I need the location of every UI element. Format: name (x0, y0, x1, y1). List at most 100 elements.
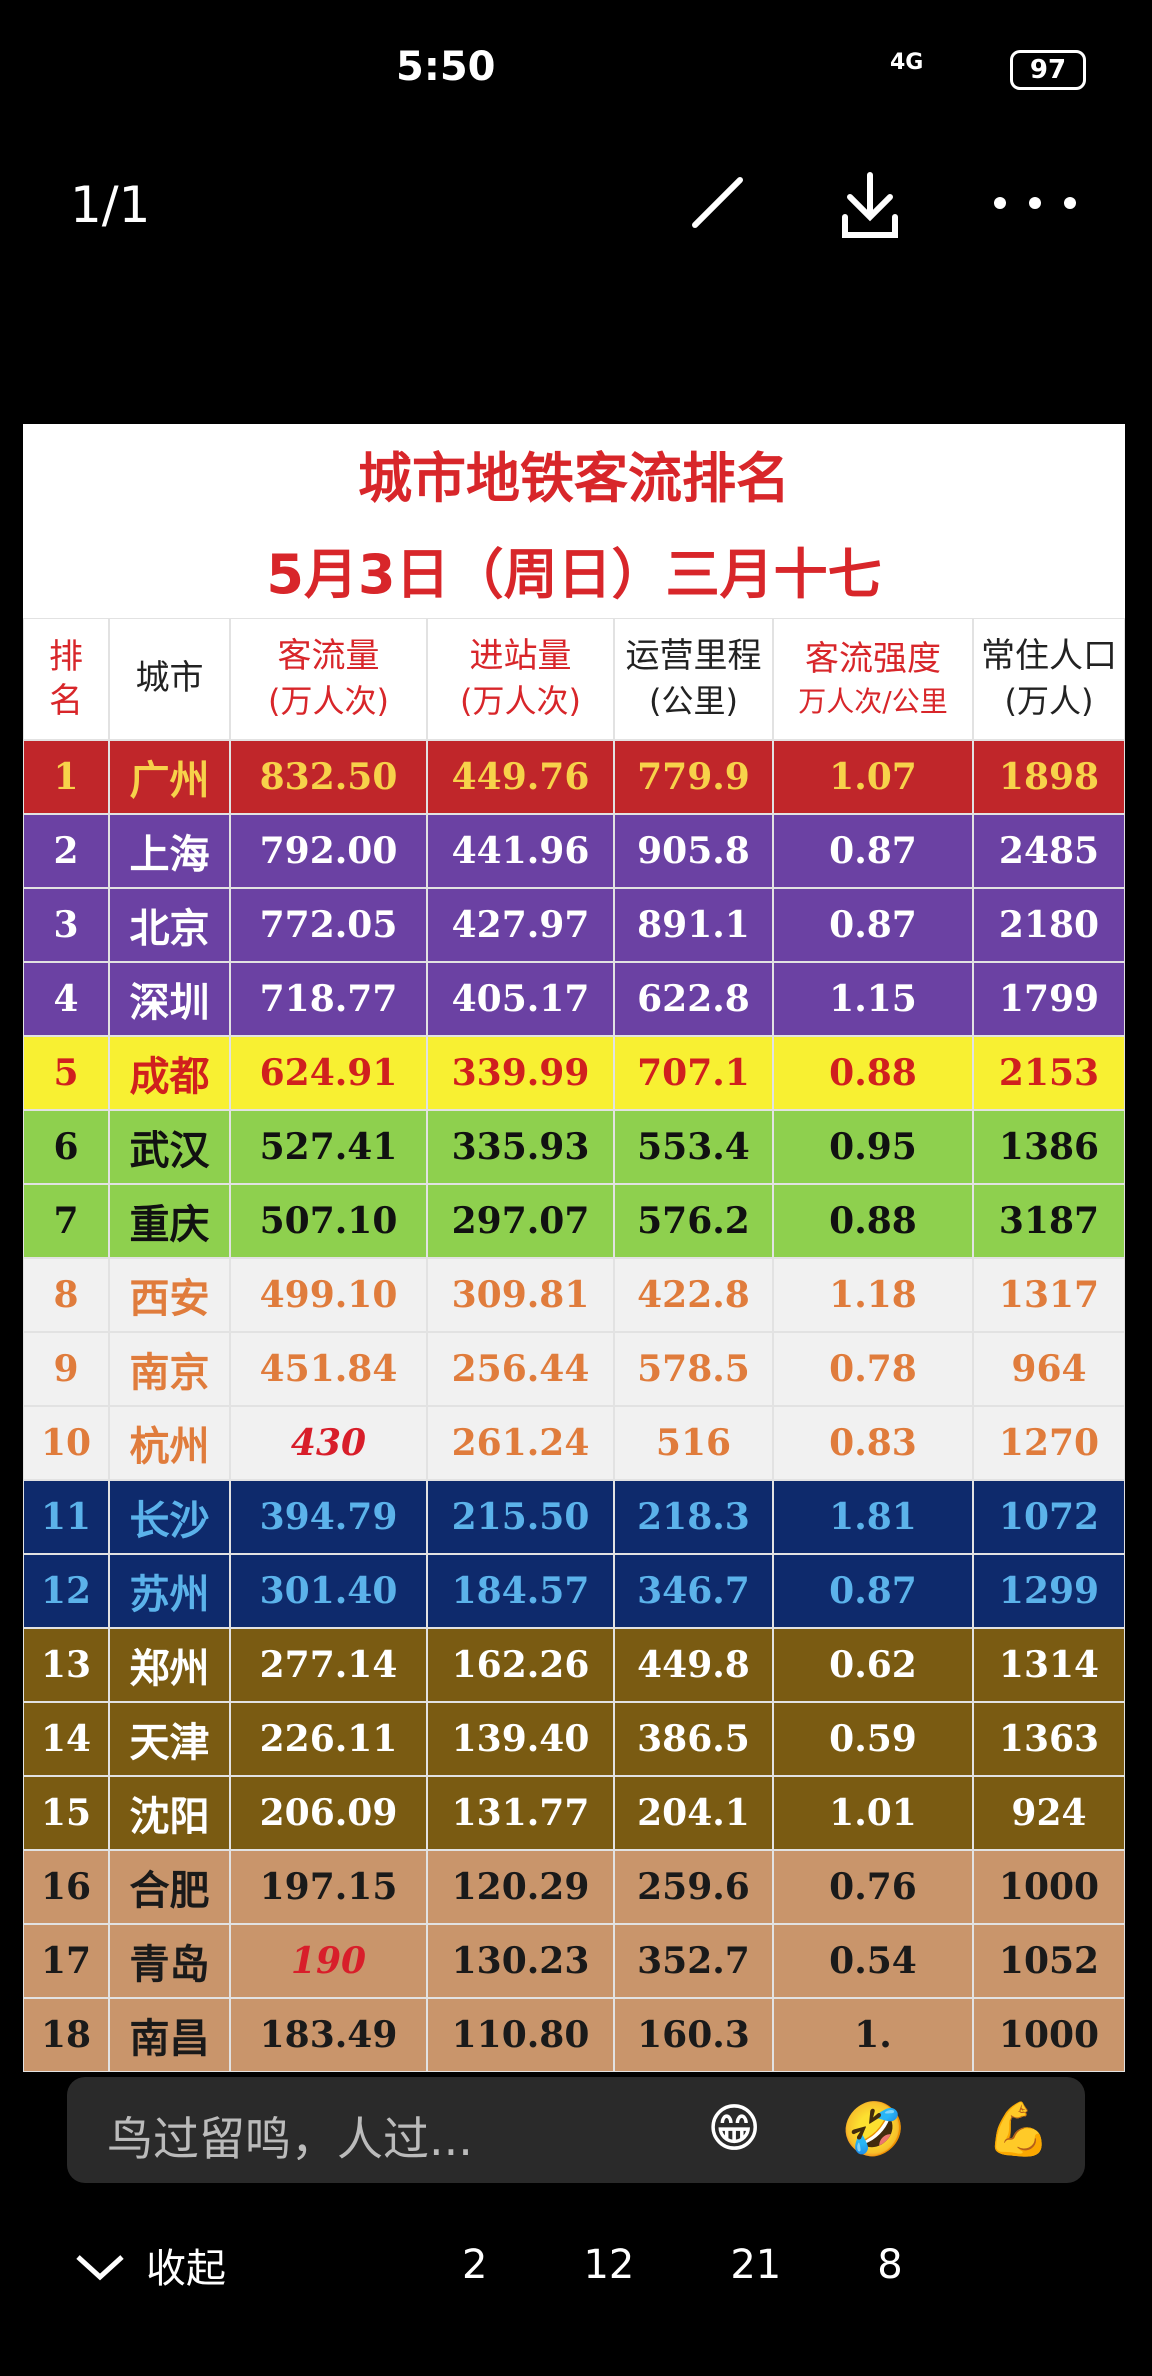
table-cell: 553.4 (614, 1110, 773, 1184)
favorite-count[interactable]: 8 (877, 2242, 903, 2288)
comment-bar[interactable]: 鸟过留鸣，人过... 😁 🤣 💪 (67, 2077, 1085, 2183)
more-icon[interactable] (994, 197, 1076, 209)
table-cell: 190 (230, 1924, 427, 1998)
header-text: 客流量 (277, 636, 380, 677)
table-cell: 3187 (973, 1184, 1125, 1258)
table-cell: 924 (973, 1776, 1125, 1850)
header-cell: 客流强度 万人次/公里 (773, 618, 973, 740)
comment-input[interactable]: 鸟过留鸣，人过... (107, 2112, 473, 2166)
table-cell: 0.54 (773, 1924, 973, 1998)
magic-icon[interactable] (692, 177, 743, 228)
table-cell: 1299 (973, 1554, 1125, 1628)
table-cell: 1052 (973, 1924, 1125, 1998)
table-cell: 964 (973, 1332, 1125, 1406)
table-cell: 1317 (973, 1258, 1125, 1332)
table-cell: 309.81 (427, 1258, 614, 1332)
table-cell: 0.78 (773, 1332, 973, 1406)
emoji[interactable]: 💪 (985, 2100, 1051, 2160)
table-cell: 162.26 (427, 1628, 614, 1702)
table-cell: 772.05 (230, 888, 427, 962)
share-count[interactable]: 2 (462, 2242, 488, 2288)
table-cell: 青岛 (109, 1924, 230, 1998)
collapse-icon[interactable] (70, 2245, 130, 2285)
table-cell: 2153 (973, 1036, 1125, 1110)
header-text: 排名 (49, 636, 83, 721)
emoji[interactable]: 🤣 (841, 2100, 906, 2160)
table-cell: 1.15 (773, 962, 973, 1036)
table-cell: 广州 (109, 740, 230, 814)
table-cell: 386.5 (614, 1702, 773, 1776)
time: 5:50 (396, 44, 496, 90)
table-cell: 120.29 (427, 1850, 614, 1924)
table-cell: 西安 (109, 1258, 230, 1332)
header-cell: 客流量 (万人次) (230, 618, 427, 740)
header-sub: (万人次) (460, 682, 581, 721)
table-cell: 0.95 (773, 1110, 973, 1184)
table-cell: 1314 (973, 1628, 1125, 1702)
table-cell: 15 (23, 1776, 109, 1850)
table-cell: 7 (23, 1184, 109, 1258)
table-cell: 131.77 (427, 1776, 614, 1850)
table-cell: 6 (23, 1110, 109, 1184)
table-cell: 16 (23, 1850, 109, 1924)
table-cell: 792.00 (230, 814, 427, 888)
table-cell: 武汉 (109, 1110, 230, 1184)
table-cell: 0.76 (773, 1850, 973, 1924)
table-cell: 0.87 (773, 1554, 973, 1628)
table-cell: 779.9 (614, 740, 773, 814)
table-cell: 277.14 (230, 1628, 427, 1702)
table-cell: 110.80 (427, 1998, 614, 2072)
table-cell: 184.57 (427, 1554, 614, 1628)
table-cell: 1.07 (773, 740, 973, 814)
table-cell: 上海 (109, 814, 230, 888)
table-cell: 郑州 (109, 1628, 230, 1702)
table-cell: 405.17 (427, 962, 614, 1036)
header-text: 常住人口 (981, 636, 1117, 677)
header-cell: 排名 (23, 618, 109, 740)
table-cell: 1.01 (773, 1776, 973, 1850)
table-cell: 449.8 (614, 1628, 773, 1702)
header-sub: (万人次) (268, 682, 389, 721)
table-cell: 14 (23, 1702, 109, 1776)
table-cell: 204.1 (614, 1776, 773, 1850)
table-cell: 9 (23, 1332, 109, 1406)
table-cell: 578.5 (614, 1332, 773, 1406)
table-cell: 576.2 (614, 1184, 773, 1258)
table-cell: 1.18 (773, 1258, 973, 1332)
table-cell: 499.10 (230, 1258, 427, 1332)
page-counter: 1/1 (70, 176, 151, 234)
table-cell: 427.97 (427, 888, 614, 962)
header-sub: (公里) (649, 682, 738, 721)
table-cell: 10 (23, 1406, 109, 1480)
table-cell: 259.6 (614, 1850, 773, 1924)
emoji[interactable]: 😁 (707, 2099, 762, 2159)
header-cell: 常住人口 (万人) (973, 618, 1125, 740)
table-cell: 2 (23, 814, 109, 888)
table-cell: 12 (23, 1554, 109, 1628)
table-cell: 合肥 (109, 1850, 230, 1924)
table-subtitle: 5月3日（周日）三月十七 (266, 543, 882, 606)
header-text: 进站量 (469, 636, 572, 677)
collapse[interactable]: 收起 (146, 2246, 226, 2292)
table-cell: 4 (23, 962, 109, 1036)
table-cell: 718.77 (230, 962, 427, 1036)
table-cell: 441.96 (427, 814, 614, 888)
header-cell: 城市 (109, 618, 230, 740)
table-cell: 天津 (109, 1702, 230, 1776)
table-cell: 516 (614, 1406, 773, 1480)
table-cell: 352.7 (614, 1924, 773, 1998)
table-cell: 杭州 (109, 1406, 230, 1480)
cell-text: 190 (290, 1940, 367, 1982)
header-sub: (万人) (1004, 682, 1094, 721)
table-cell: 183.49 (230, 1998, 427, 2072)
table-cell: 17 (23, 1924, 109, 1998)
download-icon[interactable] (842, 172, 898, 238)
table-cell: 527.41 (230, 1110, 427, 1184)
like-count[interactable]: 21 (730, 2242, 782, 2288)
table-cell: 622.8 (614, 962, 773, 1036)
table-cell: 0.88 (773, 1036, 973, 1110)
table-cell: 成都 (109, 1036, 230, 1110)
table-cell: 18 (23, 1998, 109, 2072)
table-cell: 北京 (109, 888, 230, 962)
comment-count[interactable]: 12 (583, 2242, 635, 2288)
